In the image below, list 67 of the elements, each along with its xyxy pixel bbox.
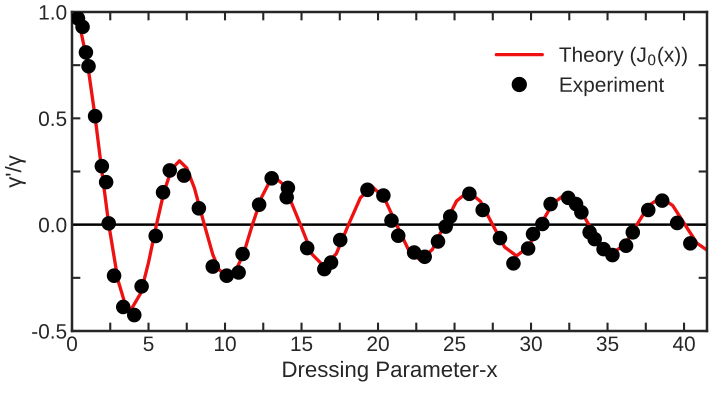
x-tick-label: 35	[596, 336, 618, 352]
point	[384, 213, 399, 228]
x-tick-label: 10	[215, 336, 236, 352]
point	[360, 182, 375, 198]
point	[156, 185, 170, 200]
y-tick-label: 0.5	[38, 111, 66, 126]
point	[219, 268, 234, 283]
point	[192, 201, 206, 216]
y-tick-label: 1.0	[40, 5, 66, 20]
point	[526, 226, 540, 242]
point	[98, 174, 114, 190]
point	[94, 158, 110, 174]
x-tick-label: 25	[444, 336, 466, 352]
point	[78, 45, 94, 60]
point	[462, 186, 477, 202]
legend-label: Theory (J$_{0}$(x))	[559, 46, 687, 66]
point	[148, 228, 163, 244]
point	[126, 308, 142, 322]
x-tick-label: 15	[292, 336, 312, 352]
point	[235, 246, 250, 262]
point	[376, 188, 391, 203]
point	[417, 249, 432, 264]
point	[475, 202, 490, 218]
point	[101, 216, 116, 231]
point	[492, 230, 508, 246]
x-tick-label: 40	[672, 336, 695, 352]
point	[264, 171, 279, 186]
point	[670, 216, 684, 230]
x-tick-label: 0	[67, 336, 77, 352]
point	[587, 232, 602, 246]
x-tick-label: 5	[144, 336, 154, 352]
point	[81, 58, 96, 74]
x-tick-label: 20	[367, 336, 389, 352]
point	[626, 225, 640, 240]
point	[535, 216, 550, 232]
y-tick-label: -0.5	[32, 324, 66, 339]
point	[442, 209, 458, 224]
point	[106, 268, 122, 283]
x-axis-title: Dressing Parameter-x	[283, 360, 498, 382]
point	[88, 108, 102, 124]
point	[605, 248, 620, 262]
point	[162, 163, 178, 178]
point	[205, 259, 220, 274]
point	[506, 256, 521, 271]
point	[231, 265, 246, 280]
x-tick-label: 30	[520, 336, 542, 352]
point	[252, 197, 266, 212]
point	[574, 205, 589, 220]
point	[116, 300, 131, 314]
point	[300, 240, 314, 256]
point	[134, 279, 149, 294]
point	[520, 241, 536, 256]
point	[683, 236, 698, 251]
point	[543, 196, 558, 212]
point	[75, 20, 90, 34]
legend-label: Experiment	[560, 76, 664, 96]
point	[332, 232, 348, 248]
point	[640, 202, 656, 218]
point	[176, 168, 192, 183]
point	[654, 193, 670, 208]
point	[390, 228, 406, 244]
point	[618, 238, 634, 254]
y-axis-title: γ'/γ	[4, 155, 26, 188]
point	[279, 190, 294, 205]
y-tick-label: 0.0	[38, 218, 66, 232]
point	[324, 255, 338, 270]
point	[430, 234, 446, 249]
